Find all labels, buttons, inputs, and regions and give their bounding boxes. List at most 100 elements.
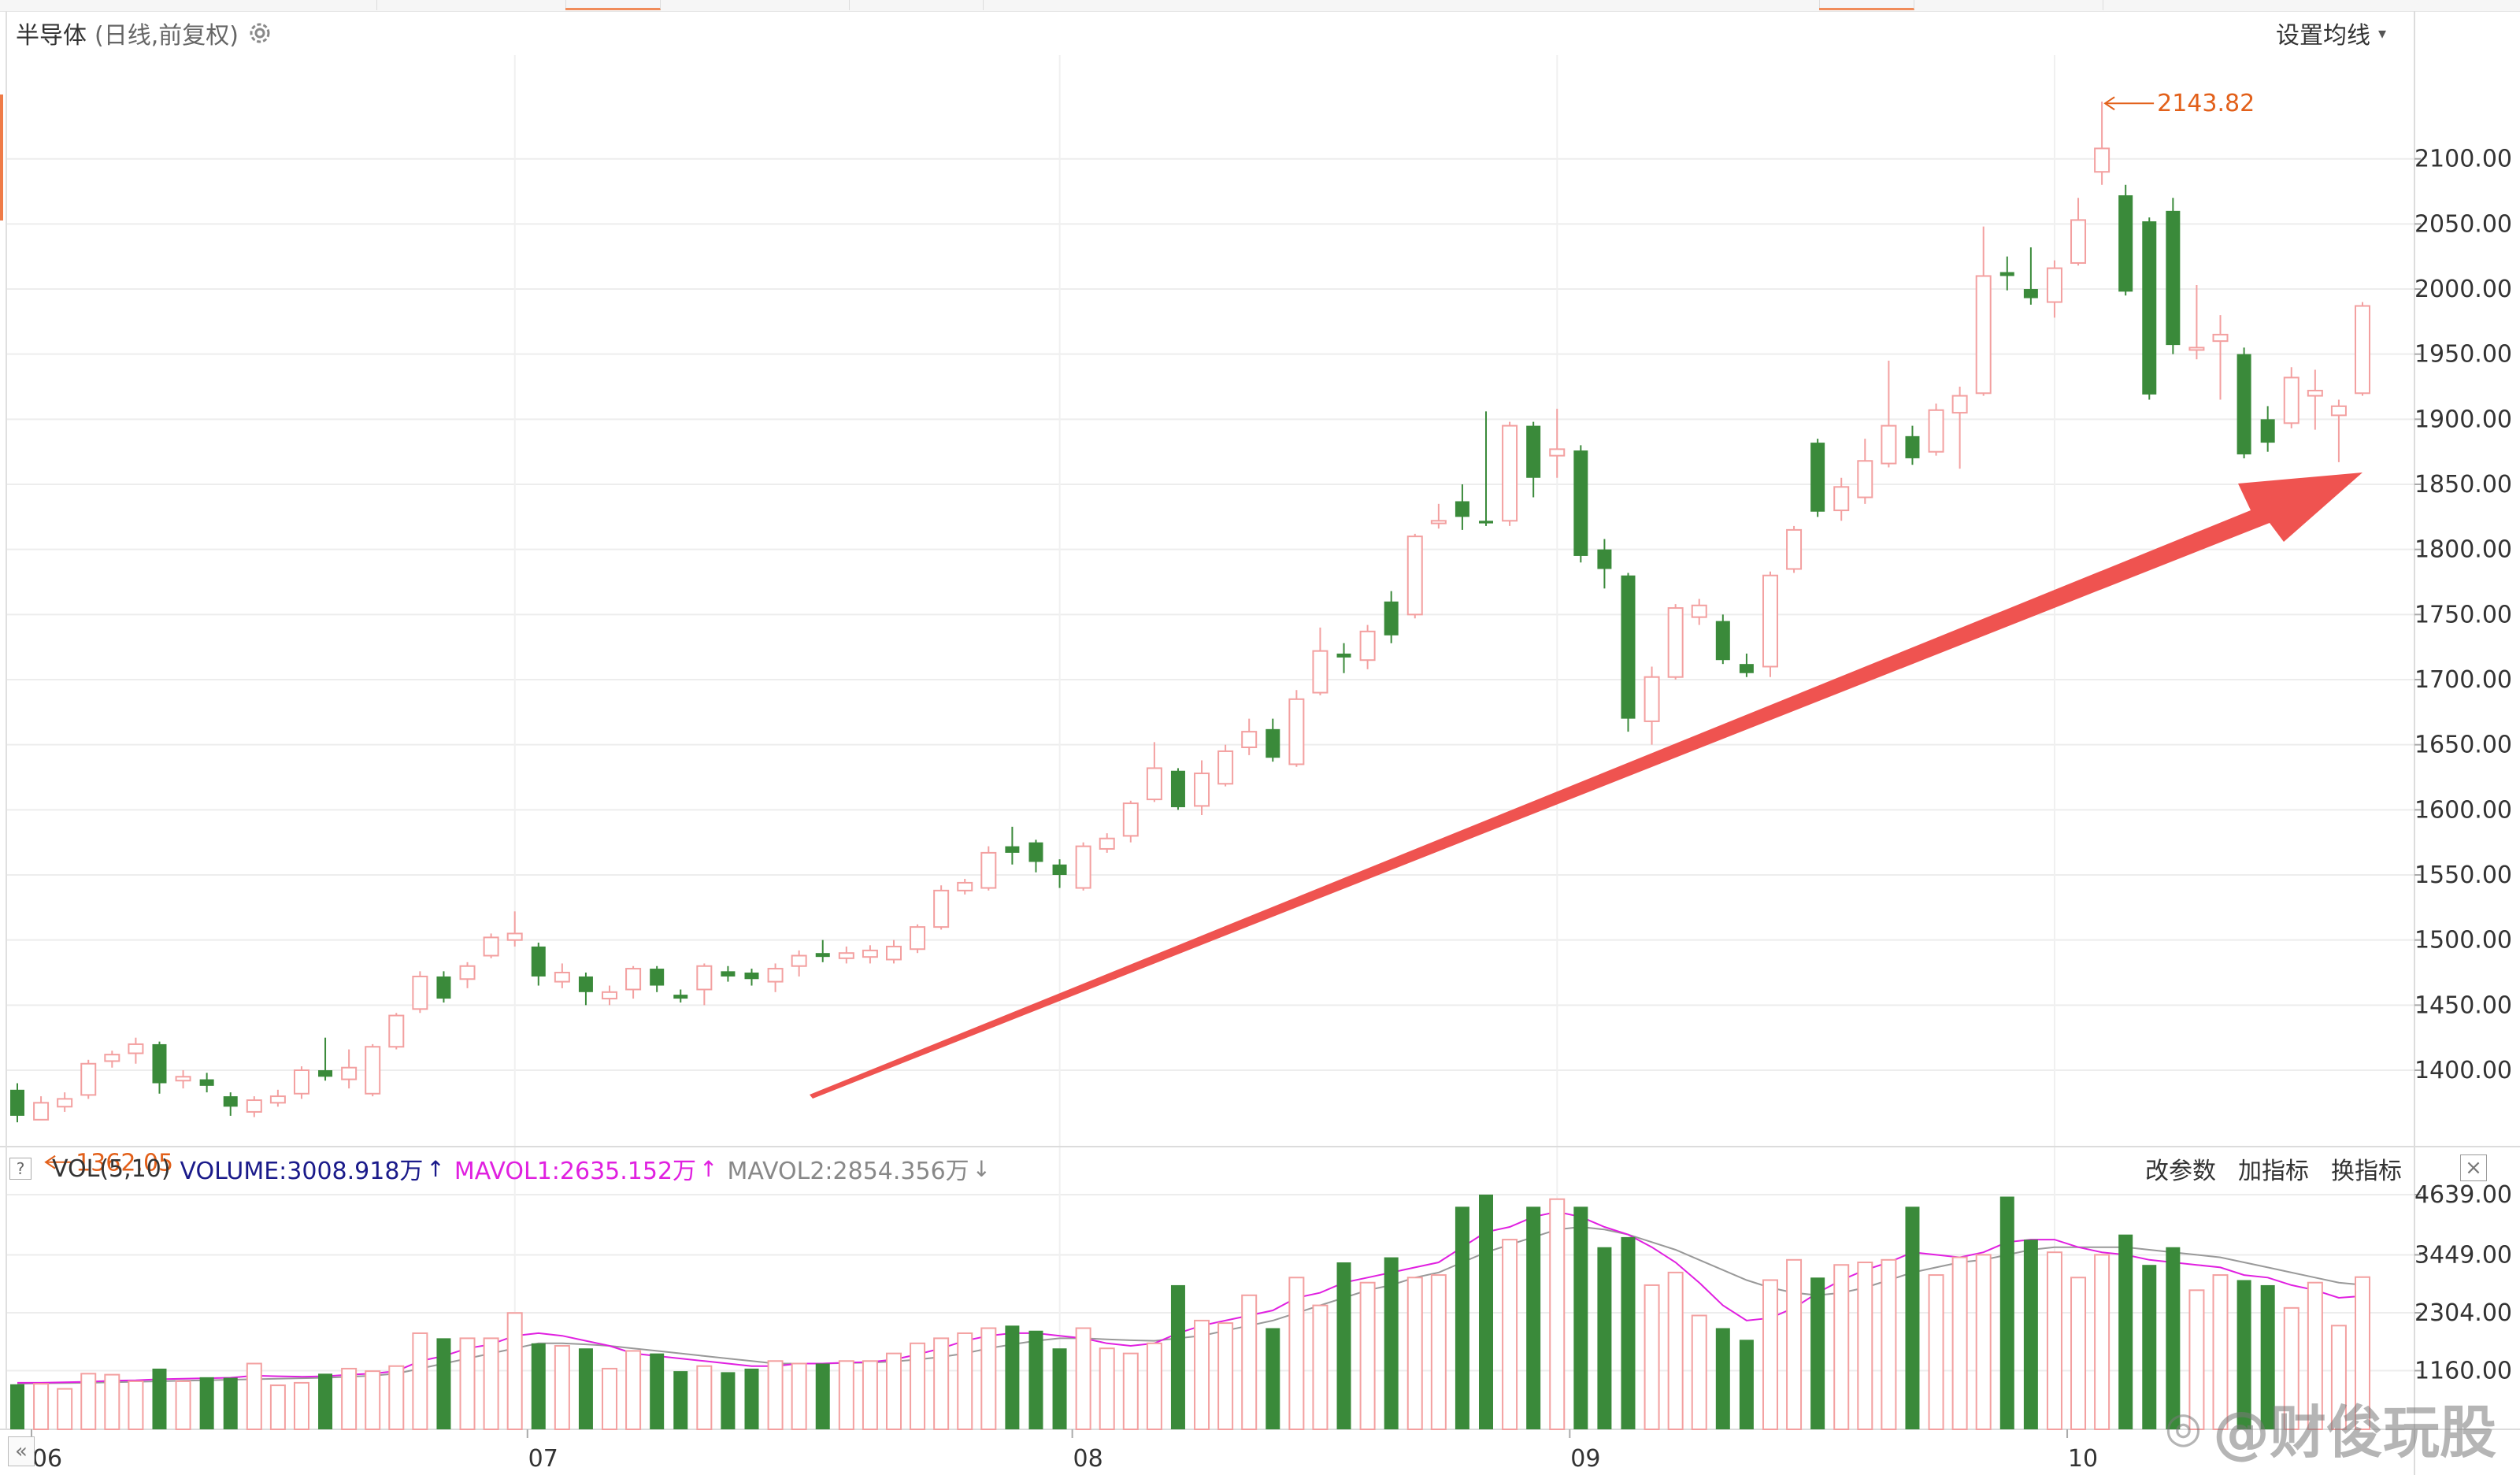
- top-tab[interactable]: [376, 0, 566, 10]
- candle: [1928, 403, 1944, 456]
- y-tick-label: 1650.00: [2414, 732, 2512, 759]
- candle-body: [1406, 536, 1423, 616]
- candle-body: [318, 1070, 333, 1077]
- candle: [957, 878, 973, 895]
- candle: [2118, 184, 2133, 296]
- candle-body: [862, 949, 878, 958]
- candle-body: [1217, 750, 1234, 785]
- volume-bar: [388, 1365, 405, 1430]
- candle: [1502, 421, 1518, 526]
- candle: [1762, 571, 1778, 677]
- y-tick-label: 1550.00: [2414, 862, 2512, 889]
- scroll-left-button[interactable]: «: [8, 1436, 35, 1466]
- x-tick-label: 08: [1073, 1445, 1103, 1473]
- y-tick-label: 1500.00: [2414, 927, 2512, 954]
- x-tick-label: 07: [528, 1445, 558, 1473]
- top-tab-active[interactable]: [565, 0, 661, 10]
- candle-body: [388, 1014, 405, 1048]
- candle-body: [199, 1079, 214, 1086]
- candle: [388, 1013, 405, 1050]
- close-icon[interactable]: ×: [2460, 1154, 2487, 1181]
- volume-bar: [1384, 1257, 1399, 1429]
- arrow-left-icon: [44, 1154, 56, 1169]
- candle: [1194, 760, 1210, 815]
- volume-indicator-bar: ? VOL(5,10) VOLUME:3008.918万 ↑ MAVOL1:26…: [0, 1148, 2520, 1189]
- volume-bar: [1549, 1198, 1566, 1430]
- candle: [1479, 411, 1494, 526]
- volume-value: VOLUME:3008.918万: [180, 1158, 424, 1185]
- volume-indicator-buttons: 改参数 加指标 换指标: [2123, 1148, 2402, 1189]
- volume-bar: [744, 1368, 759, 1429]
- arrow-up-icon: ↑: [426, 1155, 445, 1182]
- volume-bar: [2142, 1265, 2157, 1429]
- change-params-button[interactable]: 改参数: [2145, 1158, 2216, 1185]
- volume-bar: [1526, 1206, 1541, 1429]
- candle: [650, 965, 665, 992]
- candle-body: [1028, 842, 1043, 862]
- volume-bar: [673, 1371, 688, 1429]
- candle: [910, 924, 926, 954]
- candle: [1715, 614, 1730, 665]
- candle: [578, 973, 593, 1006]
- volume-bar: [1928, 1274, 1944, 1430]
- arrow-up-icon: ↑: [699, 1155, 718, 1182]
- candle: [1691, 599, 1707, 625]
- x-tick-label: 09: [1570, 1445, 1600, 1473]
- help-icon[interactable]: ?: [9, 1158, 32, 1180]
- candle: [1430, 503, 1447, 529]
- volume-bar: [1170, 1284, 1185, 1429]
- candle: [1573, 445, 1588, 563]
- switch-indicator-button[interactable]: 换指标: [2331, 1158, 2402, 1185]
- gear-icon[interactable]: [246, 20, 273, 46]
- candle-body: [1857, 460, 1873, 498]
- candle-body: [1479, 521, 1494, 524]
- volume-bar: [1667, 1271, 1684, 1431]
- volume-bar: [2236, 1280, 2251, 1429]
- candle-body: [1905, 435, 1920, 458]
- top-tab[interactable]: [0, 0, 377, 10]
- candle-body: [838, 952, 854, 959]
- ma-settings-dropdown[interactable]: 设置均线 ▾: [2276, 17, 2386, 50]
- add-indicator-button[interactable]: 加指标: [2238, 1158, 2309, 1185]
- volume-bar: [1122, 1352, 1139, 1431]
- candle: [1667, 604, 1684, 680]
- candle: [2070, 198, 2087, 266]
- candle-body: [910, 926, 926, 951]
- candle: [318, 1037, 333, 1081]
- top-tab-active[interactable]: [1819, 0, 1914, 10]
- candle: [1288, 690, 1305, 767]
- grid-lines: [0, 11, 2520, 1475]
- candle: [246, 1096, 262, 1117]
- candle-body: [1359, 630, 1376, 662]
- candle-body: [1597, 549, 1612, 569]
- vol-indicator-label: VOL(5,10): [52, 1154, 171, 1183]
- volume-bar: [1786, 1258, 1803, 1430]
- volume-bar: [1479, 1194, 1494, 1429]
- top-tab[interactable]: [660, 0, 850, 10]
- top-tab[interactable]: [1914, 0, 2103, 10]
- candle: [1644, 666, 1660, 745]
- candle-body: [1881, 424, 1897, 465]
- volume-bar: [2307, 1281, 2323, 1430]
- candle: [341, 1049, 358, 1089]
- volume-bar: [2166, 1247, 2181, 1429]
- volume-bar: [506, 1312, 523, 1431]
- volume-bar: [625, 1350, 642, 1431]
- volume-bar: [1455, 1206, 1469, 1429]
- arrow-down-icon: ↓: [972, 1155, 991, 1182]
- top-tab[interactable]: [1685, 0, 1820, 10]
- volume-bar: [531, 1343, 546, 1429]
- arrow-left-icon: [2103, 96, 2115, 111]
- candle-body: [128, 1043, 144, 1054]
- volume-bar: [1075, 1327, 1091, 1431]
- candle: [1312, 627, 1329, 695]
- candle: [2212, 315, 2229, 400]
- volume-bar: [885, 1352, 902, 1431]
- candle: [1266, 718, 1280, 762]
- candle-body: [1691, 604, 1707, 618]
- candle: [1905, 425, 1920, 465]
- top-tab[interactable]: [849, 0, 984, 10]
- volume-bar: [1999, 1196, 2014, 1429]
- volume-bar: [1241, 1294, 1258, 1430]
- volume-bar: [223, 1377, 238, 1429]
